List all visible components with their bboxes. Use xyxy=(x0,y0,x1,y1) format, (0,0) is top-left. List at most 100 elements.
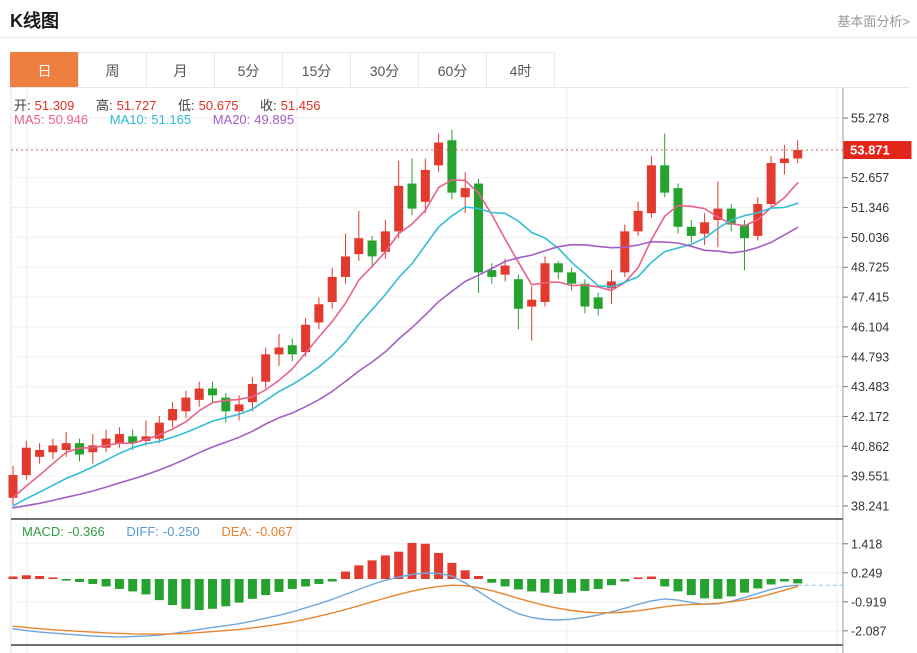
candle xyxy=(420,169,430,202)
price-tick-label: 52.657 xyxy=(851,171,889,185)
macd-bar xyxy=(673,579,683,592)
price-tick-label: 55.278 xyxy=(851,112,889,126)
macd-bar xyxy=(700,579,710,599)
low-label: 低: xyxy=(178,98,195,113)
candle xyxy=(8,475,18,498)
candle xyxy=(474,183,483,273)
candle xyxy=(673,188,683,227)
candle xyxy=(141,436,151,441)
candle xyxy=(341,256,350,277)
price-tick-label: 48.725 xyxy=(851,261,889,275)
tab-30min[interactable]: 30分 xyxy=(350,52,419,88)
macd-bar xyxy=(607,579,616,586)
high-label: 高: xyxy=(96,98,113,113)
candle xyxy=(274,347,284,355)
macd-bar xyxy=(793,579,803,584)
tab-5min[interactable]: 5分 xyxy=(214,52,283,88)
macd-bar xyxy=(48,577,58,579)
candle xyxy=(314,304,324,323)
candle xyxy=(726,208,736,225)
macd-bar xyxy=(500,579,510,587)
macd-bar xyxy=(593,579,603,589)
price-tick-label: 40.862 xyxy=(851,440,889,454)
macd-tick-label: -2.087 xyxy=(851,624,886,638)
macd-bar xyxy=(513,579,523,590)
macd-bar xyxy=(101,579,111,587)
candle xyxy=(553,263,563,273)
ma20-value: 49.895 xyxy=(254,112,295,127)
macd-bar xyxy=(726,579,736,597)
macd-bar xyxy=(128,579,138,592)
tab-month[interactable]: 月 xyxy=(146,52,215,88)
candle xyxy=(168,409,178,421)
candle xyxy=(580,283,590,307)
tab-60min[interactable]: 60分 xyxy=(418,52,487,88)
candle xyxy=(500,265,510,275)
diff-line xyxy=(12,572,799,638)
price-tick-label: 44.793 xyxy=(851,350,889,364)
macd-bar xyxy=(434,552,444,579)
candle xyxy=(567,272,577,284)
candle xyxy=(154,422,164,439)
macd-bar xyxy=(114,579,124,589)
dea-line xyxy=(12,584,799,635)
macd-bar xyxy=(287,579,297,589)
macd-bar xyxy=(686,579,696,596)
candle xyxy=(327,276,337,302)
tabbar-underline xyxy=(10,87,910,88)
ma10-value: 51.165 xyxy=(151,112,192,127)
ma5-label: MA5: xyxy=(14,112,45,127)
macd-bar xyxy=(61,579,71,581)
price-tick-label: 43.483 xyxy=(851,380,889,394)
candle xyxy=(607,281,616,289)
page-title: K线图 xyxy=(10,11,59,31)
candle xyxy=(221,397,231,412)
macd-bar xyxy=(274,579,284,592)
candle xyxy=(48,445,58,453)
tab-15min[interactable]: 15分 xyxy=(282,52,351,88)
close-value: 51.456 xyxy=(280,98,321,113)
candle xyxy=(234,404,244,412)
ma-legend: MA5: 50.946 MA10: 51.165 MA20: 49.895 xyxy=(14,112,298,127)
candle xyxy=(101,438,111,448)
dea-label: DEA: xyxy=(221,524,252,539)
macd-bar xyxy=(380,555,390,579)
macd-bar xyxy=(301,579,311,587)
candle xyxy=(287,345,297,355)
macd-bar xyxy=(740,579,749,593)
open-value: 51.309 xyxy=(34,98,75,113)
macd-bar xyxy=(354,565,364,579)
price-tick-label: 42.172 xyxy=(851,410,889,424)
candle xyxy=(460,188,470,198)
dea-value: -0.067 xyxy=(255,524,293,539)
ma5-line xyxy=(12,179,799,499)
candle xyxy=(434,142,444,166)
fundamental-analysis-link[interactable]: 基本面分析> xyxy=(837,14,910,29)
price-tick-label: 38.241 xyxy=(851,500,889,514)
macd-legend: MACD: -0.366 DIFF: -0.250 DEA: -0.067 xyxy=(22,524,297,539)
macd-bar xyxy=(314,579,324,584)
candle xyxy=(713,208,723,220)
candle xyxy=(620,231,630,273)
price-tick-label: 39.551 xyxy=(851,470,889,484)
macd-bar xyxy=(247,579,257,599)
macd-bar xyxy=(580,579,590,591)
macd-bar xyxy=(620,579,630,582)
macd-bar xyxy=(367,560,377,579)
macd-bar xyxy=(646,576,656,579)
diff-value: -0.250 xyxy=(162,524,200,539)
macd-bar xyxy=(8,576,18,579)
candle xyxy=(633,210,643,232)
candle xyxy=(394,185,404,232)
macd-bar xyxy=(753,579,763,589)
close-label: 收: xyxy=(260,98,277,113)
candle xyxy=(61,443,71,450)
candle xyxy=(779,158,789,164)
tab-day[interactable]: 日 xyxy=(10,52,79,88)
low-value: 50.675 xyxy=(198,98,239,113)
high-value: 51.727 xyxy=(116,98,157,113)
macd-bar xyxy=(420,543,430,579)
candle xyxy=(380,231,390,252)
